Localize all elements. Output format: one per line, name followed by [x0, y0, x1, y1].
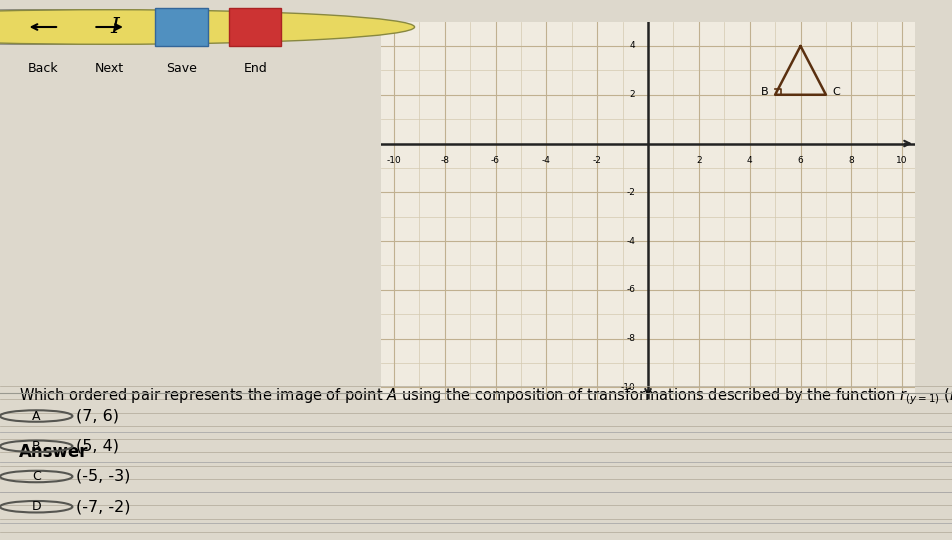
Text: 8: 8 — [847, 156, 853, 165]
Circle shape — [0, 10, 414, 44]
Text: 6: 6 — [797, 156, 803, 165]
Text: (-7, -2): (-7, -2) — [76, 500, 130, 514]
Text: 2: 2 — [695, 156, 701, 165]
Text: Answer: Answer — [19, 443, 89, 461]
Text: Which ordered pair represents the image of point $A$ using the composition of tr: Which ordered pair represents the image … — [19, 386, 952, 407]
Text: Back: Back — [28, 62, 58, 75]
Text: D: D — [31, 500, 41, 513]
FancyBboxPatch shape — [155, 8, 208, 46]
Text: -6: -6 — [490, 156, 500, 165]
Text: -8: -8 — [625, 334, 635, 343]
Text: (5, 4): (5, 4) — [76, 439, 119, 454]
Text: (7, 6): (7, 6) — [76, 409, 119, 423]
Text: -2: -2 — [592, 156, 601, 165]
Text: I: I — [109, 16, 119, 38]
Text: B: B — [31, 440, 41, 453]
Text: 10: 10 — [896, 156, 907, 165]
Text: Next: Next — [95, 62, 124, 75]
Text: -6: -6 — [625, 285, 635, 294]
Text: -10: -10 — [387, 156, 401, 165]
Text: -8: -8 — [440, 156, 448, 165]
Text: Save: Save — [166, 62, 196, 75]
Text: -4: -4 — [625, 237, 635, 246]
Text: 4: 4 — [746, 156, 752, 165]
FancyBboxPatch shape — [228, 8, 281, 46]
Text: (-5, -3): (-5, -3) — [76, 469, 130, 484]
Text: End: End — [244, 62, 267, 75]
Text: C: C — [831, 87, 839, 97]
Text: 2: 2 — [629, 90, 635, 99]
Text: B: B — [761, 87, 768, 97]
Circle shape — [0, 10, 347, 44]
Text: -4: -4 — [542, 156, 550, 165]
Text: C: C — [31, 470, 41, 483]
Text: 4: 4 — [629, 42, 635, 50]
Text: A: A — [32, 409, 40, 422]
Text: -2: -2 — [625, 188, 635, 197]
Text: -10: -10 — [620, 383, 635, 392]
